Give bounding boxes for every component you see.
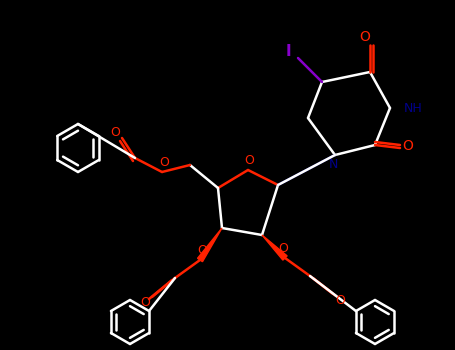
- Text: O: O: [110, 126, 120, 140]
- Polygon shape: [197, 228, 222, 262]
- Text: O: O: [159, 156, 169, 169]
- Text: O: O: [140, 296, 150, 309]
- Polygon shape: [262, 235, 287, 260]
- Text: NH: NH: [404, 102, 423, 114]
- Text: O: O: [197, 245, 207, 258]
- Text: O: O: [403, 139, 414, 153]
- Text: N: N: [329, 159, 338, 172]
- Text: O: O: [244, 154, 254, 168]
- Text: I: I: [285, 44, 291, 60]
- Text: O: O: [335, 294, 345, 307]
- Text: O: O: [359, 30, 370, 44]
- Text: O: O: [278, 243, 288, 256]
